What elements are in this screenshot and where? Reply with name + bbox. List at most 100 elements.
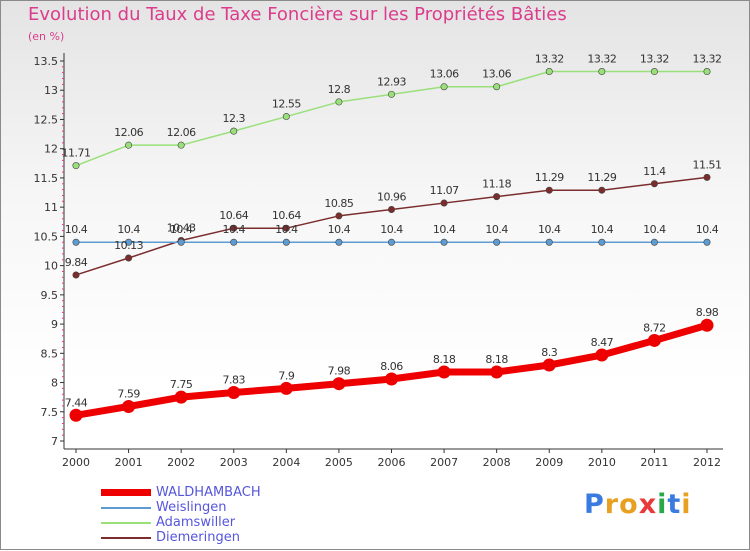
data-label: 8.72 bbox=[643, 321, 666, 334]
logo-letter: r bbox=[604, 489, 620, 520]
data-point bbox=[493, 193, 501, 201]
data-point bbox=[279, 381, 293, 395]
data-point bbox=[545, 238, 553, 246]
y-tick-label: 8.5 bbox=[41, 347, 59, 360]
data-point bbox=[598, 238, 606, 246]
chart-title: Evolution du Taux de Taxe Foncière sur l… bbox=[28, 4, 567, 25]
data-point bbox=[125, 238, 133, 246]
data-label: 11.51 bbox=[693, 158, 722, 171]
data-point bbox=[230, 238, 238, 246]
data-label: 10.4 bbox=[538, 223, 561, 236]
chart-subtitle: (en %) bbox=[28, 30, 65, 43]
logo-letter: x bbox=[638, 489, 658, 520]
data-point bbox=[703, 238, 711, 246]
data-label: 12.8 bbox=[328, 83, 351, 96]
data-point bbox=[387, 90, 395, 98]
data-point bbox=[230, 224, 238, 232]
data-label: 11.29 bbox=[587, 171, 616, 184]
data-label: 8.47 bbox=[591, 336, 614, 349]
data-point bbox=[335, 98, 343, 106]
data-label: 12.93 bbox=[377, 75, 406, 88]
y-tick-label: 12 bbox=[44, 143, 58, 156]
data-point bbox=[650, 238, 658, 246]
data-label: 10.4 bbox=[643, 223, 666, 236]
data-label: 13.32 bbox=[535, 53, 564, 66]
data-point bbox=[177, 238, 185, 246]
x-tick-label: 2008 bbox=[483, 456, 511, 469]
data-point bbox=[545, 186, 553, 194]
data-label: 10.96 bbox=[377, 190, 406, 203]
data-point bbox=[598, 68, 606, 76]
logo-letter: i bbox=[681, 489, 692, 520]
x-tick-label: 2003 bbox=[220, 456, 248, 469]
legend-item: Diemeringen bbox=[101, 530, 261, 545]
data-label: 7.44 bbox=[65, 396, 88, 409]
proxiti-logo: Proxiti bbox=[584, 489, 692, 520]
y-tick-label: 7.5 bbox=[41, 406, 59, 419]
data-point bbox=[440, 83, 448, 91]
data-label: 13.06 bbox=[430, 68, 459, 81]
legend-item: Weislingen bbox=[101, 500, 261, 515]
data-point bbox=[437, 365, 451, 379]
logo-letter: o bbox=[619, 489, 639, 520]
data-label: 8.98 bbox=[696, 306, 719, 319]
data-point bbox=[122, 400, 136, 414]
data-label: 10.4 bbox=[65, 223, 88, 236]
y-tick-label: 10 bbox=[44, 260, 58, 273]
x-tick-label: 2009 bbox=[535, 456, 563, 469]
data-point bbox=[542, 358, 556, 372]
data-point bbox=[332, 377, 346, 391]
data-label: 10.4 bbox=[275, 223, 298, 236]
data-label: 10.4 bbox=[170, 223, 193, 236]
data-point bbox=[700, 318, 714, 332]
data-label: 7.9 bbox=[278, 369, 294, 382]
y-tick-label: 10.5 bbox=[34, 230, 59, 243]
legend-swatch bbox=[101, 536, 151, 539]
data-label: 10.4 bbox=[485, 223, 508, 236]
data-point bbox=[177, 141, 185, 149]
logo-letter: t bbox=[667, 489, 682, 520]
data-point bbox=[440, 238, 448, 246]
data-point bbox=[125, 141, 133, 149]
data-label: 8.18 bbox=[485, 353, 508, 366]
y-tick-label: 7 bbox=[51, 435, 58, 448]
data-label: 12.06 bbox=[114, 126, 143, 139]
data-point bbox=[385, 372, 398, 386]
data-label: 10.43 bbox=[167, 221, 196, 234]
legend-label: Weislingen bbox=[156, 500, 227, 515]
data-label: 10.4 bbox=[117, 223, 140, 236]
data-label: 13.06 bbox=[482, 68, 511, 81]
data-point bbox=[703, 68, 711, 76]
x-tick-label: 2005 bbox=[325, 456, 353, 469]
data-point bbox=[650, 180, 658, 188]
data-label: 7.59 bbox=[117, 388, 140, 401]
y-tick-label: 13 bbox=[44, 84, 58, 97]
data-label: 13.32 bbox=[587, 53, 616, 66]
data-label: 10.64 bbox=[272, 209, 301, 222]
data-point bbox=[72, 271, 80, 279]
y-tick-label: 11 bbox=[44, 201, 58, 214]
data-point bbox=[174, 390, 188, 404]
data-point bbox=[545, 68, 553, 76]
legend-swatch bbox=[101, 489, 151, 496]
data-point bbox=[282, 238, 290, 246]
data-point bbox=[387, 238, 395, 246]
data-point bbox=[69, 408, 83, 422]
data-label: 8.3 bbox=[541, 346, 557, 359]
data-point bbox=[282, 113, 290, 121]
data-label: 10.64 bbox=[219, 209, 248, 222]
y-tick-label: 11.5 bbox=[34, 172, 59, 185]
x-tick-label: 2002 bbox=[167, 456, 195, 469]
x-tick-label: 2004 bbox=[272, 456, 300, 469]
data-label: 7.98 bbox=[328, 365, 351, 378]
data-label: 10.13 bbox=[114, 239, 143, 252]
data-point bbox=[125, 254, 133, 262]
data-label: 9.84 bbox=[65, 256, 88, 269]
data-label: 11.18 bbox=[482, 178, 511, 191]
legend-label: WALDHAMBACH bbox=[156, 485, 261, 500]
x-tick-label: 2007 bbox=[430, 456, 458, 469]
x-tick-label: 2006 bbox=[378, 456, 406, 469]
data-point bbox=[227, 385, 241, 399]
data-point bbox=[72, 162, 80, 170]
